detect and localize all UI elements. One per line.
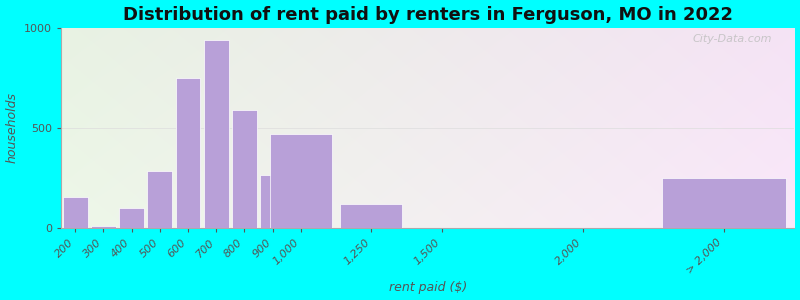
Bar	[204, 40, 229, 228]
Text: City-Data.com: City-Data.com	[693, 34, 773, 44]
Bar	[260, 175, 285, 228]
Bar	[662, 178, 786, 228]
Bar	[232, 110, 257, 228]
Y-axis label: households: households	[6, 92, 18, 164]
Bar	[147, 171, 172, 228]
Bar	[63, 197, 88, 228]
Title: Distribution of rent paid by renters in Ferguson, MO in 2022: Distribution of rent paid by renters in …	[122, 6, 733, 24]
Bar	[119, 208, 144, 228]
Bar	[91, 226, 116, 228]
Bar	[340, 204, 402, 228]
Bar	[270, 134, 332, 228]
X-axis label: rent paid ($): rent paid ($)	[389, 281, 467, 294]
Bar	[176, 78, 201, 228]
